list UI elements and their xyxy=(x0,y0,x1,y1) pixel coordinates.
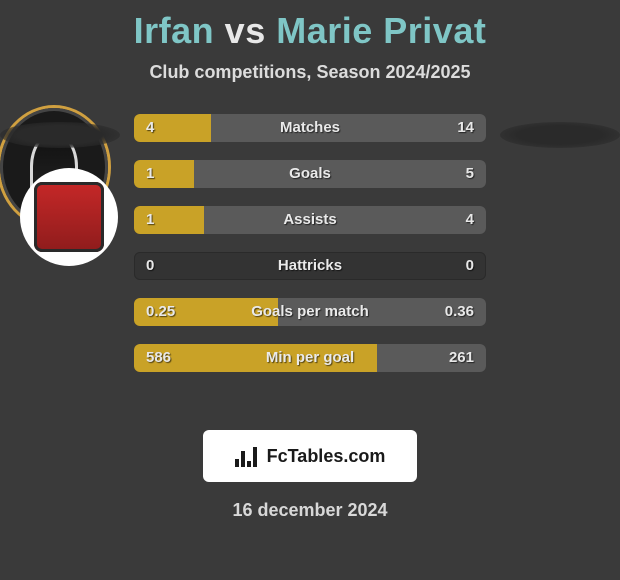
stat-label: Min per goal xyxy=(134,344,486,372)
stat-row: 15Goals xyxy=(134,160,486,188)
player2-name: Marie Privat xyxy=(276,10,486,51)
stat-row: 14Assists xyxy=(134,206,486,234)
stat-label: Goals per match xyxy=(134,298,486,326)
shadow-left xyxy=(0,122,120,148)
stat-label: Hattricks xyxy=(134,252,486,280)
subtitle: Club competitions, Season 2024/2025 xyxy=(0,62,620,83)
player1-name: Irfan xyxy=(134,10,215,51)
crest-left-inner xyxy=(34,182,104,252)
stat-row: 0.250.36Goals per match xyxy=(134,298,486,326)
stat-row: 586261Min per goal xyxy=(134,344,486,372)
vs-text: vs xyxy=(225,10,266,51)
stat-row: 00Hattricks xyxy=(134,252,486,280)
date-footer: 16 december 2024 xyxy=(0,500,620,521)
brand-text: FcTables.com xyxy=(267,446,386,467)
stat-row: 414Matches xyxy=(134,114,486,142)
stat-label: Goals xyxy=(134,160,486,188)
shadow-right xyxy=(500,122,620,148)
club-crest-left xyxy=(20,168,118,266)
bars-container: 414Matches 15Goals 14Assists 00Hattricks 0.2… xyxy=(134,114,486,390)
comparison-stage: 414Matches 15Goals 14Assists 00Hattricks 0.2… xyxy=(0,108,620,418)
stat-label: Matches xyxy=(134,114,486,142)
page-title: Irfan vs Marie Privat xyxy=(0,0,620,52)
brand-box: FcTables.com xyxy=(203,430,417,482)
stat-label: Assists xyxy=(134,206,486,234)
brand-spark-icon xyxy=(235,445,261,467)
